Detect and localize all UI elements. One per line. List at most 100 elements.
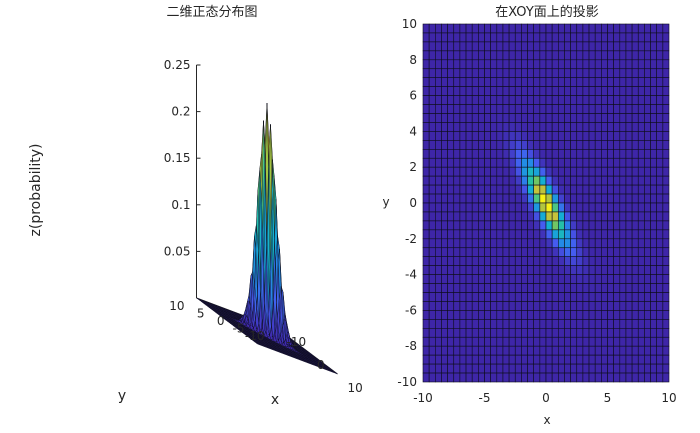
heatmap-cell [441, 363, 448, 374]
heatmap-cell [582, 32, 590, 43]
heatmap-cell [625, 23, 633, 34]
heatmap-cell [650, 86, 657, 96]
heatmap-cell [428, 354, 436, 365]
heatmap-cell [644, 95, 651, 105]
heatmap-cell [601, 193, 608, 204]
heatmap-cell [576, 265, 584, 275]
heatmap-cell [582, 283, 590, 293]
heatmap-cell [428, 372, 436, 383]
y-tick-label: 0 [217, 314, 225, 328]
heatmap-cell [484, 229, 491, 240]
heatmap-cell [428, 202, 436, 213]
heatmap-cell [650, 274, 657, 284]
y-tick-label: -10 [245, 329, 265, 343]
heatmap-cell [637, 32, 645, 43]
heatmap-cell [613, 50, 621, 61]
heatmap-cell [662, 345, 670, 356]
heatmap-cell [490, 310, 498, 320]
heatmap-cell [650, 283, 657, 293]
heatmap-cell [588, 229, 596, 240]
heatmap-cell [478, 104, 485, 114]
heatmap-cell [637, 327, 645, 338]
heatmap-cell [570, 32, 578, 43]
x-tick-label: -10 [287, 335, 307, 349]
projection-y-tick-label: 2 [409, 160, 417, 174]
heatmap-cell [570, 95, 578, 105]
heatmap-cell [465, 32, 473, 43]
heatmap-cell [471, 77, 479, 87]
heatmap-cell [447, 86, 455, 96]
heatmap-cell [557, 220, 565, 231]
heatmap-cell [508, 256, 516, 266]
heatmap-cell [533, 229, 541, 240]
heatmap-cell [502, 95, 510, 105]
heatmap-cell [551, 104, 559, 114]
heatmap-cell [656, 86, 664, 96]
heatmap-cell [465, 149, 473, 159]
heatmap-cell [570, 140, 578, 150]
heatmap-cell [422, 354, 430, 365]
heatmap-cell [545, 32, 553, 43]
heatmap-cell [613, 157, 621, 168]
heatmap-cell [582, 238, 590, 249]
heatmap-cell [441, 220, 448, 231]
heatmap-cell [428, 166, 436, 177]
heatmap-cell [656, 77, 664, 87]
heatmap-cell [613, 202, 621, 213]
heatmap-cell [582, 149, 590, 159]
heatmap-cell [564, 345, 571, 356]
heatmap-cell [508, 327, 516, 338]
heatmap-cell [662, 274, 670, 284]
heatmap-cell [545, 149, 553, 159]
heatmap-cell [545, 292, 553, 302]
heatmap-cell [570, 149, 578, 159]
heatmap-cell [478, 354, 485, 365]
heatmap-cell [422, 211, 430, 222]
heatmap-cell [644, 50, 651, 61]
heatmap-cell [465, 157, 473, 168]
heatmap-cell [453, 345, 461, 356]
heatmap-cell [594, 354, 602, 365]
heatmap-cell [478, 283, 485, 293]
heatmap-cell [533, 184, 541, 195]
heatmap-cell [637, 131, 645, 141]
heatmap-cell [453, 363, 461, 374]
heatmap-cell [619, 175, 627, 186]
heatmap-cell [619, 77, 627, 87]
heatmap-cell [434, 113, 442, 123]
heatmap-cell [471, 175, 479, 186]
heatmap-cell [588, 256, 596, 266]
heatmap-cell [533, 50, 541, 61]
heatmap-cell [514, 149, 522, 159]
heatmap-cell [465, 229, 473, 240]
heatmap-cell [465, 23, 473, 34]
heatmap-cell [441, 301, 448, 311]
heatmap-cell [533, 345, 541, 356]
heatmap-cell [521, 140, 528, 150]
heatmap-cell [484, 166, 491, 177]
heatmap-cell [434, 122, 442, 132]
heatmap-cell [607, 157, 614, 168]
heatmap-cell [625, 372, 633, 383]
heatmap-cell [601, 292, 608, 302]
heatmap-cell [490, 292, 498, 302]
heatmap-cell [662, 59, 670, 70]
heatmap-cell [656, 229, 664, 240]
heatmap-cell [459, 372, 467, 383]
heatmap-cell [521, 211, 528, 222]
heatmap-cell [631, 202, 639, 213]
heatmap-cell [637, 175, 645, 186]
heatmap-cell [447, 238, 455, 249]
heatmap-cell [484, 265, 491, 275]
heatmap-cell [564, 77, 571, 87]
heatmap-cell [447, 220, 455, 231]
heatmap-cell [490, 345, 498, 356]
heatmap-cell [471, 50, 479, 61]
heatmap-cell [453, 77, 461, 87]
heatmap-cell [459, 336, 467, 347]
heatmap-cell [570, 157, 578, 168]
heatmap-cell [434, 220, 442, 231]
heatmap-cell [441, 32, 448, 43]
heatmap-cell [662, 265, 670, 275]
heatmap-cell [496, 68, 504, 78]
